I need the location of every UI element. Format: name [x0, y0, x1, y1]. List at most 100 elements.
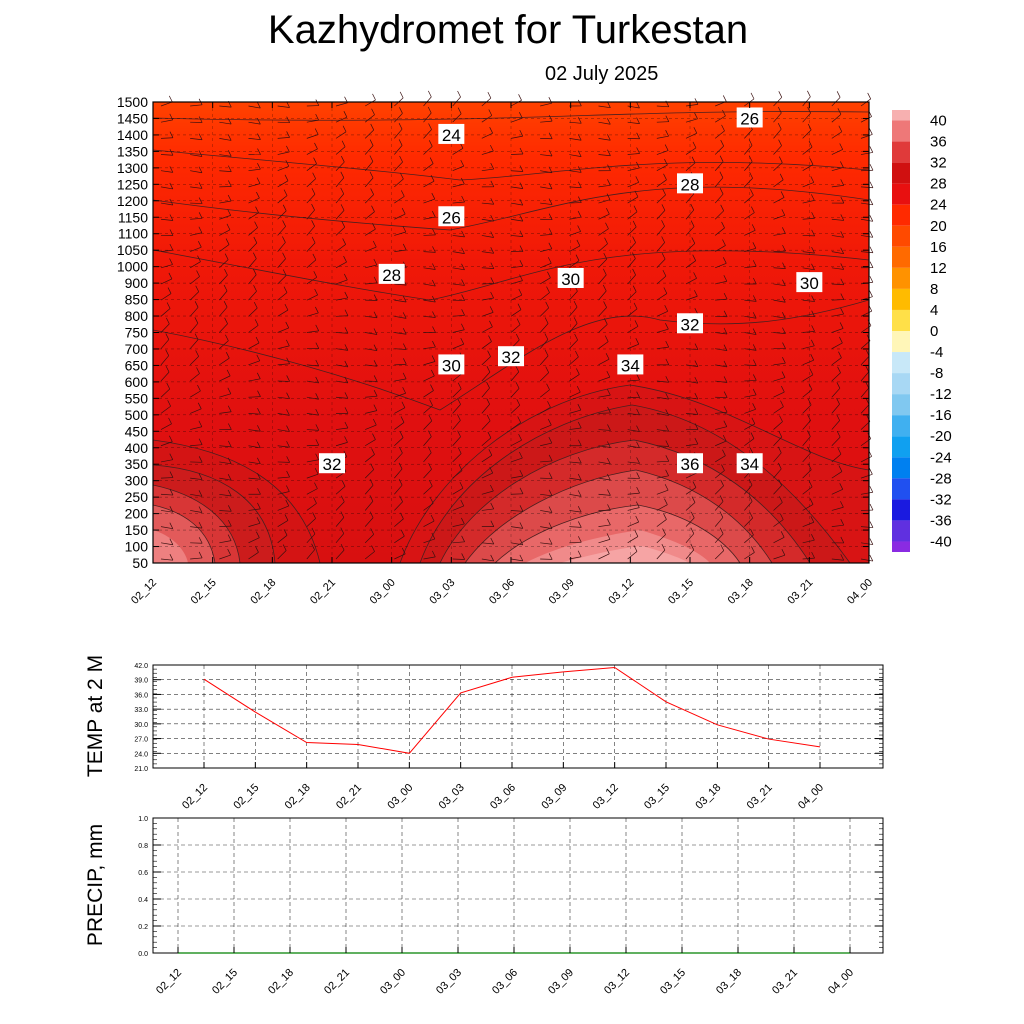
- y-tick-label: 450: [125, 423, 149, 439]
- x-tick-label: 03_12: [591, 782, 621, 812]
- wind-barb-feather: [285, 160, 290, 167]
- y-tick-label: 1050: [117, 242, 148, 258]
- colorbar-segment: [892, 246, 910, 268]
- wind-barb: [569, 260, 580, 269]
- x-tick-label: 03_06: [488, 782, 518, 812]
- wind-barb: [248, 325, 259, 333]
- contour-label-box: [438, 354, 465, 375]
- wind-barb: [248, 242, 258, 252]
- wind-barb-feather: [518, 433, 522, 441]
- wind-barb: [364, 534, 374, 544]
- wind-barb-feather: [400, 416, 405, 423]
- wind-barb-feather: [399, 155, 403, 163]
- wind-barb-feather: [548, 213, 553, 220]
- wind-barb-feather: [607, 118, 611, 125]
- wind-barb-feather: [720, 479, 724, 486]
- wind-barb-feather: [840, 278, 845, 285]
- wind-barb: [744, 484, 753, 495]
- wind-barb-feather: [519, 214, 524, 222]
- colorbar-tick-label: -36: [930, 512, 952, 529]
- wind-barb-feather: [836, 414, 840, 421]
- wind-barb: [802, 112, 811, 123]
- wind-barb-feather: [402, 328, 407, 335]
- wind-barb: [627, 326, 639, 333]
- wind-barb-feather: [693, 127, 698, 134]
- wind-barb-feather: [282, 236, 286, 243]
- wind-barb-feather: [169, 214, 174, 221]
- wind-barb: [685, 533, 695, 544]
- wind-barb-feather: [807, 107, 811, 114]
- wind-barb-feather: [634, 190, 639, 198]
- wind-barb-feather: [169, 243, 174, 251]
- wind-barb-feather: [315, 424, 320, 431]
- wind-barb: [219, 290, 228, 301]
- wind-barb-feather: [633, 205, 638, 212]
- wind-barb-feather: [198, 420, 203, 427]
- wind-barb-feather: [398, 479, 403, 486]
- wind-barb: [248, 342, 260, 349]
- wind-barb: [160, 441, 173, 447]
- wind-barb-feather: [837, 108, 842, 115]
- wind-barb-feather: [311, 203, 315, 211]
- wind-barb-feather: [489, 127, 493, 134]
- wind-barb-feather: [401, 207, 406, 215]
- wind-barb: [685, 396, 698, 400]
- y-tick-label: 42.0: [134, 663, 148, 670]
- wind-barb-feather: [314, 482, 318, 489]
- wind-barb-feather: [228, 519, 232, 527]
- x-tick-label: 03_03: [434, 967, 464, 997]
- wind-barb: [364, 439, 376, 447]
- wind-barb: [306, 413, 319, 416]
- wind-barb-feather: [576, 368, 580, 375]
- wind-barb: [423, 520, 435, 527]
- wind-barb-feather: [490, 144, 494, 152]
- wind-barb-feather: [807, 90, 811, 97]
- wind-barb-feather: [663, 173, 667, 180]
- wind-barb-feather: [340, 543, 345, 551]
- contour-line: [399, 384, 869, 563]
- wind-barb-feather: [256, 531, 260, 538]
- x-tick-label: 02_18: [266, 967, 296, 997]
- wind-barb: [831, 436, 841, 446]
- wind-barb-feather: [664, 305, 669, 312]
- wind-barb-feather: [607, 149, 611, 156]
- wind-barb: [773, 485, 782, 495]
- wind-barb-feather: [837, 366, 841, 373]
- colorbar-segment: [892, 288, 910, 310]
- wind-barb-feather: [577, 473, 582, 481]
- wind-barb: [190, 104, 203, 107]
- wind-barb: [160, 477, 174, 479]
- wind-barb: [685, 517, 695, 527]
- wind-barb: [627, 429, 640, 432]
- wind-barb: [802, 359, 814, 366]
- wind-barb: [277, 195, 288, 204]
- wind-barb-feather: [311, 527, 316, 535]
- wind-barb-feather: [752, 260, 757, 267]
- wind-barb: [510, 457, 523, 463]
- wind-barb-feather: [664, 144, 669, 151]
- wind-barb-feather: [401, 547, 406, 555]
- wind-barb: [481, 312, 494, 317]
- wind-barb: [423, 538, 435, 544]
- wind-barb-feather: [721, 221, 725, 229]
- wind-barb: [189, 390, 201, 398]
- wind-barb-feather: [719, 511, 724, 518]
- wind-barb: [685, 209, 695, 220]
- wind-barb-feather: [344, 291, 349, 299]
- y-tick-label: 650: [125, 357, 149, 373]
- wind-barb-feather: [167, 400, 171, 407]
- wind-barb: [802, 374, 814, 382]
- wind-barb-feather: [168, 417, 172, 425]
- wind-barb: [423, 556, 436, 560]
- wind-barb: [860, 186, 873, 189]
- wind-barb: [540, 154, 553, 157]
- wind-barb: [569, 323, 578, 333]
- wind-barb-feather: [432, 295, 436, 303]
- wind-barb-feather: [373, 360, 378, 367]
- wind-barb-feather: [344, 327, 349, 334]
- wind-barb: [656, 475, 669, 479]
- wind-barb-feather: [778, 430, 783, 438]
- wind-barb-feather: [720, 204, 725, 211]
- wind-barb: [540, 102, 552, 107]
- wind-barb-feather: [427, 106, 432, 114]
